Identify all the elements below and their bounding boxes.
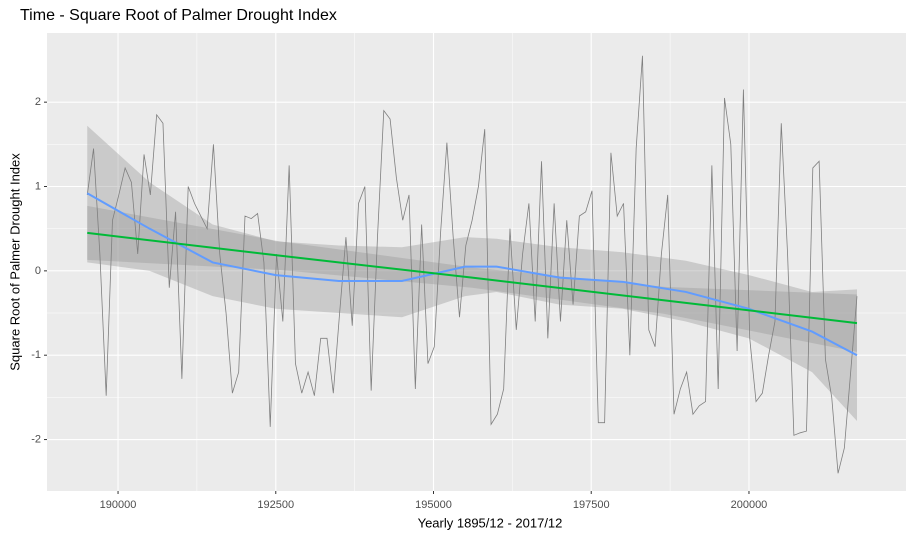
x-tick-label: 192500 [257,499,294,511]
smooth-line [87,231,858,325]
y-tick-label: -1 [31,349,41,361]
chart-title: Time - Square Root of Palmer Drought Ind… [20,7,337,24]
x-tick-label: 197500 [573,499,610,511]
plot-panel [47,33,906,491]
confidence-band [87,125,857,421]
confidence-band [87,205,857,352]
x-tick-label: 200000 [731,499,768,511]
data-line [86,55,858,474]
y-tick-label: -2 [31,433,41,445]
x-axis-label: Yearly 1895/12 - 2017/12 [418,515,563,530]
x-tick-label: 195000 [415,499,452,511]
y-tick-label: 0 [35,265,41,277]
y-axis-label: Square Root of Palmer Drought Index [7,153,22,371]
y-tick-label: 2 [35,96,41,108]
y-tick-label: 1 [35,180,41,192]
smooth-line [86,192,858,357]
x-tick-label: 190000 [100,499,137,511]
